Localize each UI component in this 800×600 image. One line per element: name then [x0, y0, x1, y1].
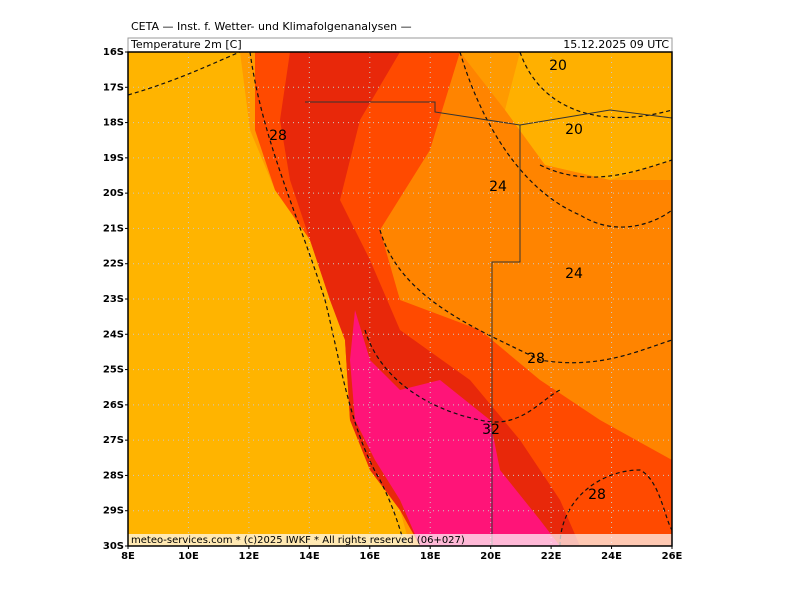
- header-title: CETA — Inst. f. Wetter- und Klimafolgena…: [131, 20, 412, 33]
- lon-label: 10E: [178, 551, 199, 562]
- lat-label: 23S: [103, 294, 124, 305]
- contour-label: 28: [269, 128, 287, 144]
- lat-label: 20S: [103, 188, 124, 199]
- footer: meteo-services.com * (c)2025 IWKF * All …: [131, 535, 465, 546]
- lon-label: 8E: [121, 551, 135, 562]
- country-border: [519, 109, 673, 126]
- ne-field: [505, 52, 672, 180]
- contour: [249, 51, 406, 547]
- lon-label: 22E: [541, 551, 562, 562]
- lat-label: 17S: [103, 82, 124, 93]
- contour-label: 32: [482, 422, 500, 438]
- contour: [559, 469, 673, 547]
- lat-label: 28S: [103, 470, 124, 481]
- valid-time: 15.12.2025 09 UTC: [563, 38, 669, 51]
- contour-label: 20: [549, 58, 567, 74]
- lat-label: 24S: [103, 329, 124, 340]
- hottest-field: [350, 310, 560, 546]
- contour: [127, 51, 241, 96]
- lon-label: 14E: [299, 551, 320, 562]
- lon-label: 26E: [662, 551, 683, 562]
- contour-label: 24: [565, 266, 583, 282]
- field: [127, 51, 673, 547]
- lat-label: 25S: [103, 365, 124, 376]
- lon-label: 18E: [420, 551, 441, 562]
- lat-label: 16S: [103, 47, 124, 58]
- contour-label: 20: [565, 122, 583, 138]
- contour-label: 24: [489, 179, 507, 195]
- contour: [379, 229, 673, 364]
- footer-bar: [128, 534, 672, 546]
- lat-label: 27S: [103, 435, 124, 446]
- lon-label: 12E: [239, 551, 260, 562]
- parameter: Temperature 2m [C]: [130, 38, 242, 51]
- contour-label: 28: [588, 487, 606, 503]
- lat-label: 22S: [103, 259, 124, 270]
- graticule: [128, 52, 672, 546]
- contour-label: 28: [527, 351, 545, 367]
- lon-label: 16E: [359, 551, 380, 562]
- lat-label: 19S: [103, 153, 124, 164]
- lat-label: 26S: [103, 400, 124, 411]
- contour: [519, 51, 673, 119]
- contour: [459, 51, 673, 228]
- contour: [539, 159, 673, 178]
- lat-label: 18S: [103, 118, 124, 129]
- lon-label: 24E: [601, 551, 622, 562]
- lat-label: 30S: [103, 541, 124, 552]
- lat-label: 29S: [103, 506, 124, 517]
- lon-label: 20E: [480, 551, 501, 562]
- contour: [364, 329, 561, 423]
- lat-label: 21S: [103, 223, 124, 234]
